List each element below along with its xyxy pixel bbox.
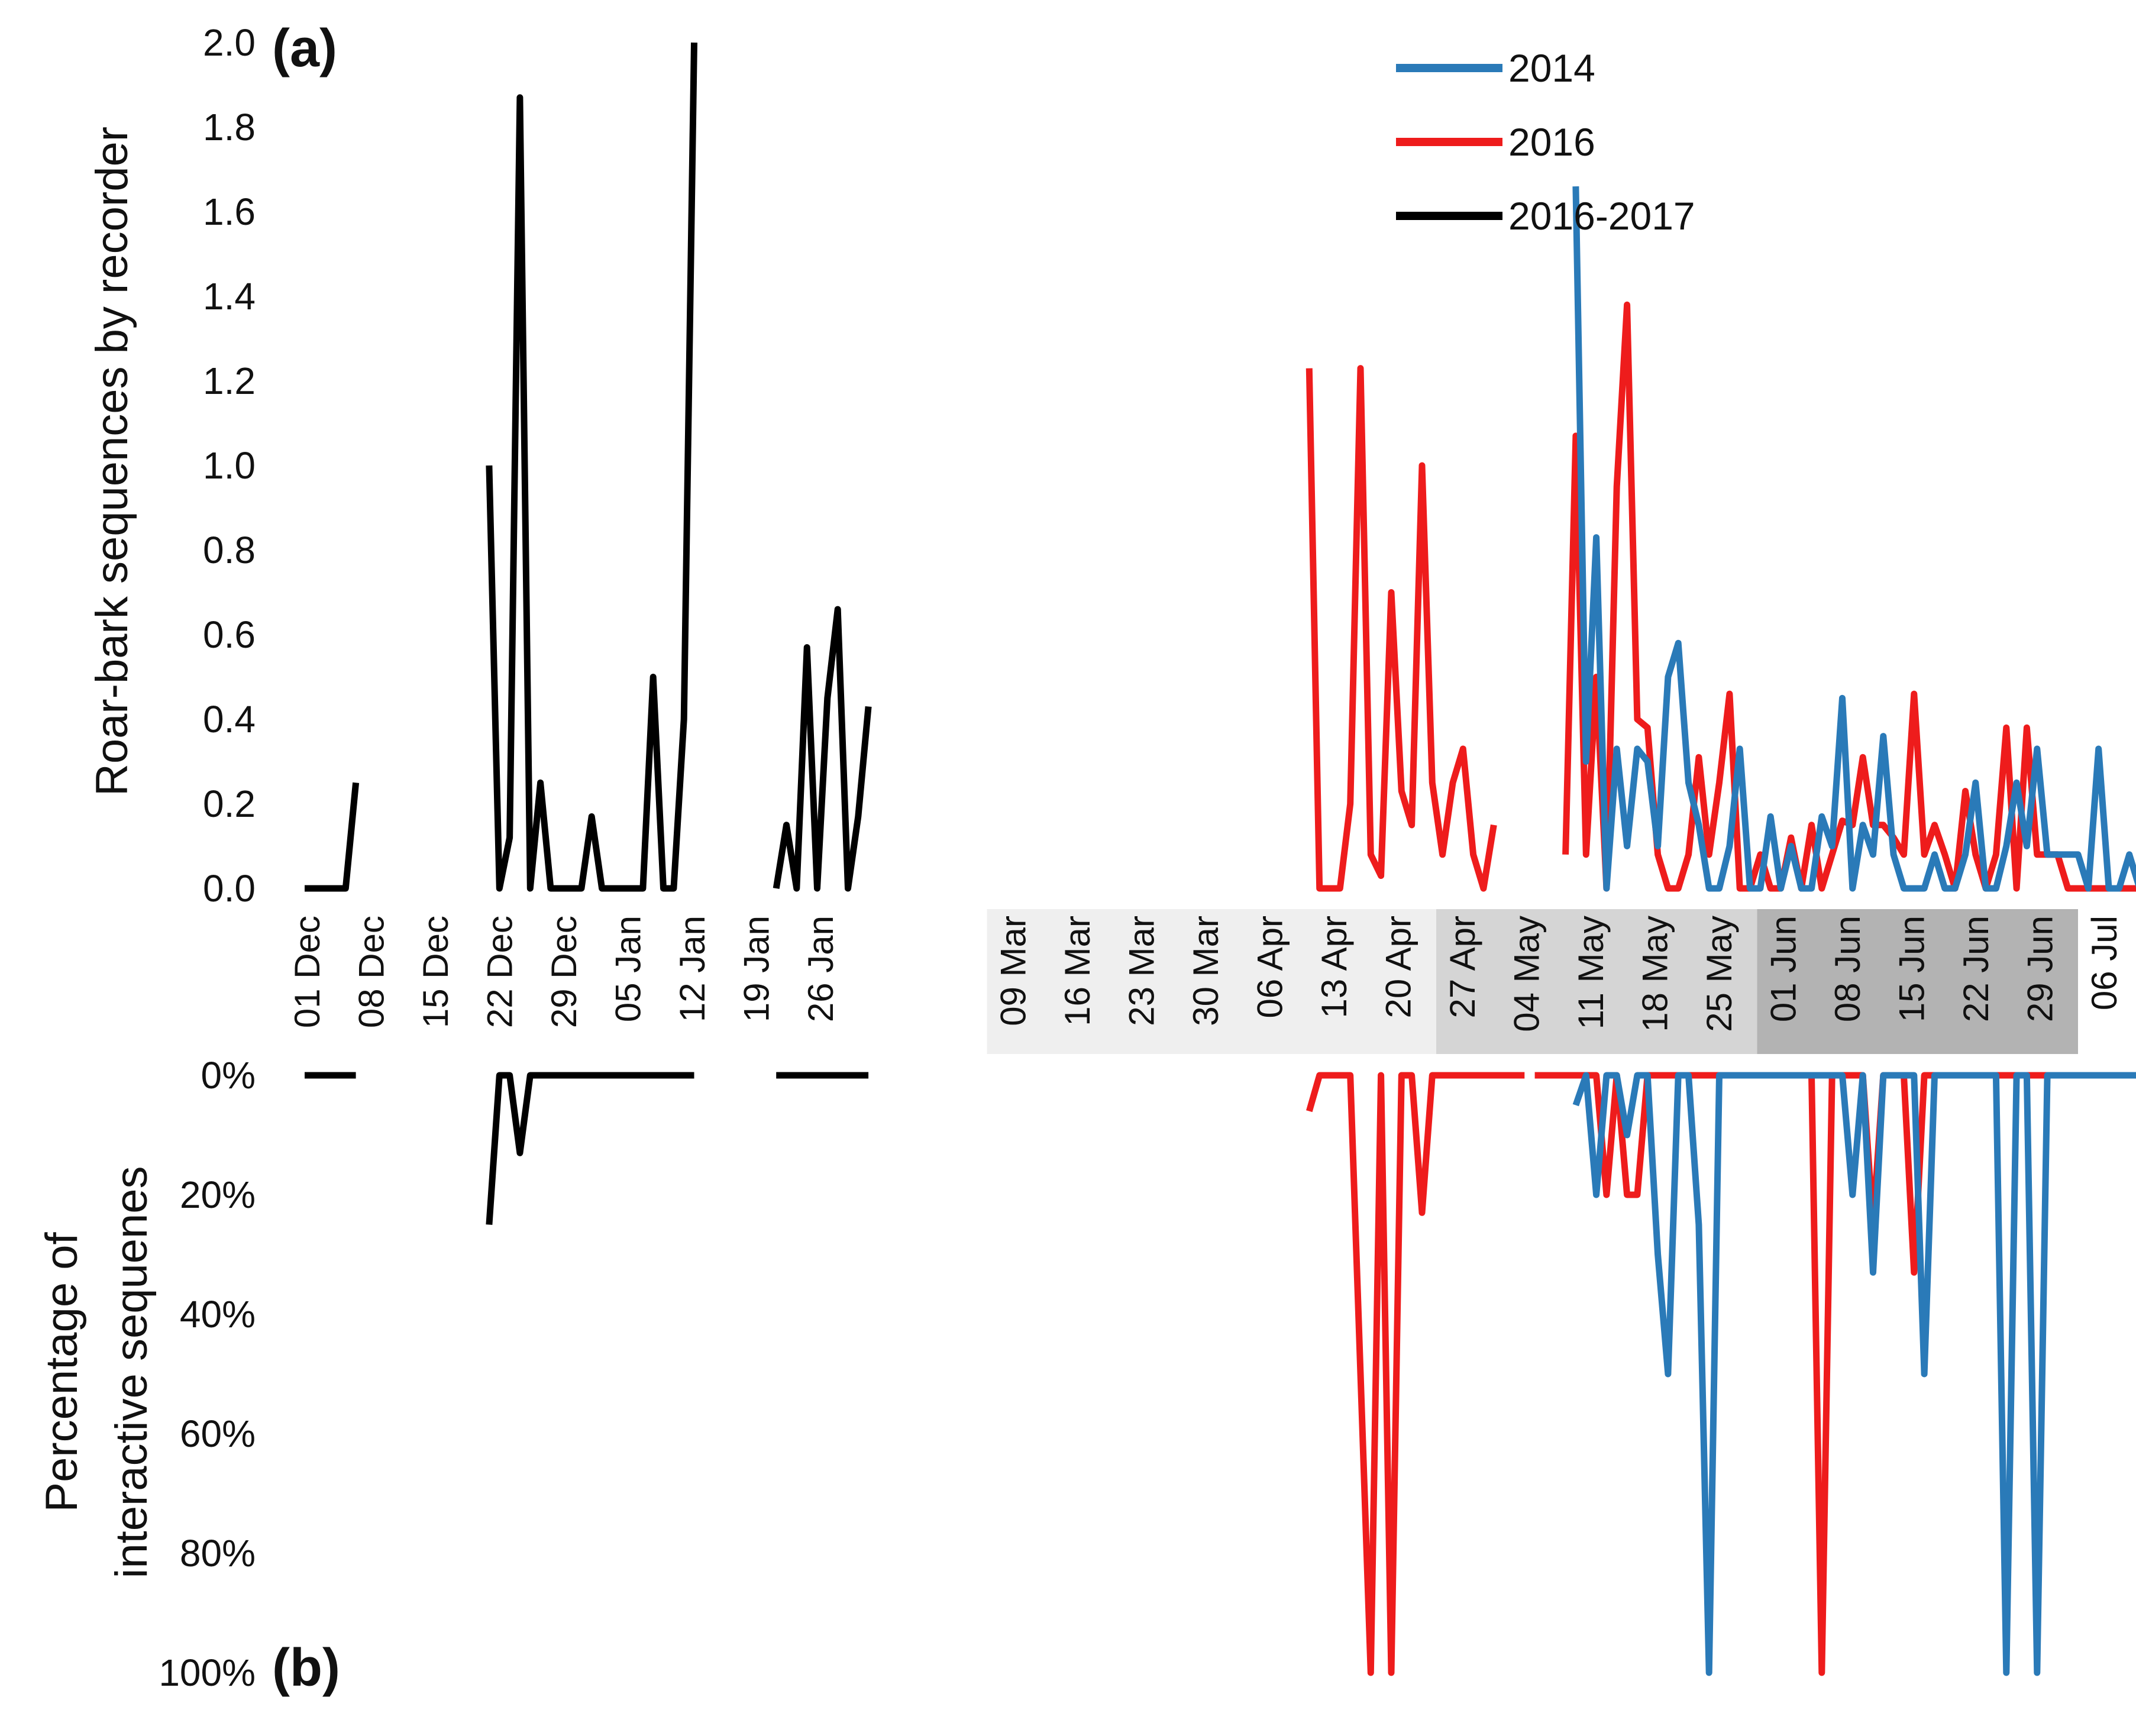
y-tick-b-100-: 100% — [159, 1651, 256, 1694]
x-tick-04-may: 04 May — [1507, 916, 1547, 1032]
season-band-3 — [1757, 909, 2078, 1054]
x-tick-01-dec: 01 Dec — [287, 916, 327, 1028]
legend-label-2016: 2016 — [1508, 120, 1595, 164]
a-series-2016-2017-segment-1 — [305, 782, 360, 892]
x-tick-16-mar: 16 Mar — [1058, 916, 1097, 1026]
y-tick-b-20-: 20% — [180, 1174, 256, 1216]
y-axis-label-a: Roar-bark sequences by recorder — [87, 127, 137, 796]
x-tick-06-jul: 06 Jul — [2085, 916, 2124, 1010]
a-series-2016-segment-1 — [1305, 365, 1497, 892]
x-tick-11-may: 11 May — [1571, 916, 1611, 1029]
series-lines-a — [305, 42, 2136, 892]
a-series-2016-segment-2 — [1562, 301, 2136, 892]
x-tick-22-jun: 22 Jun — [1956, 916, 1996, 1022]
y-tick-a-0-8: 0.8 — [203, 529, 256, 571]
y-tick-a-1-8: 1.8 — [203, 106, 256, 148]
x-tick-26-jan: 26 Jan — [801, 916, 841, 1022]
x-tick-23-mar: 23 Mar — [1122, 916, 1162, 1026]
y-tick-a-1-0: 1.0 — [203, 444, 256, 487]
y-tick-a-0-2: 0.2 — [203, 783, 256, 825]
x-tick-08-dec: 08 Dec — [352, 916, 392, 1028]
x-tick-13-apr: 13 Apr — [1314, 916, 1354, 1018]
x-tick-01-jun: 01 Jun — [1764, 916, 1804, 1022]
y-tick-b-0-: 0% — [201, 1054, 256, 1097]
x-tick-06-apr: 06 Apr — [1250, 916, 1290, 1018]
y-axis-label-b-line2: interactive sequenes — [106, 1166, 157, 1578]
x-tick-29-dec: 29 Dec — [544, 916, 584, 1028]
legend: 2014 2016 2016-2017 — [1396, 46, 1695, 238]
b-series-2014-segment-1 — [1572, 1072, 2136, 1676]
x-tick-19-jan: 19 Jan — [737, 916, 777, 1022]
y-tick-b-60-: 60% — [180, 1412, 256, 1455]
panel-b-label: (b) — [272, 1638, 340, 1698]
x-tick-labels: 01 Dec 08 Dec 15 Dec 22 Dec 29 Dec 05 Jan 12 J… — [287, 916, 2124, 1032]
y-tick-b-40-: 40% — [180, 1293, 256, 1336]
legend-label-2014: 2014 — [1508, 46, 1595, 90]
y-tick-labels-b: 0% 20% 40% 60% 80% 100% — [159, 1054, 256, 1694]
legend-label-2016-2017: 2016-2017 — [1508, 194, 1695, 238]
a-series-2016-2017-segment-3 — [773, 606, 872, 892]
a-series-2016-2017-segment-2 — [486, 42, 697, 892]
panel-a-label: (a) — [272, 19, 337, 78]
season-bands — [987, 909, 2078, 1054]
x-tick-08-jun: 08 Jun — [1828, 916, 1867, 1022]
x-tick-27-apr: 27 Apr — [1443, 916, 1482, 1018]
y-axis-label-b-line1: Percentage of — [37, 1232, 87, 1512]
x-tick-09-mar: 09 Mar — [994, 916, 1033, 1026]
b-series-2016-segment-1 — [1306, 1072, 1525, 1676]
y-tick-a-0-4: 0.4 — [203, 698, 256, 741]
y-tick-a-2-0: 2.0 — [203, 21, 256, 64]
y-tick-a-1-4: 1.4 — [203, 275, 256, 318]
x-tick-20-apr: 20 Apr — [1379, 916, 1418, 1018]
a-series-2014-segment-1 — [1572, 186, 2136, 892]
b-series-2016-2017-segment-2 — [486, 1072, 694, 1225]
y-tick-a-1-2: 1.2 — [203, 360, 256, 402]
season-band-1 — [987, 909, 1436, 1054]
x-tick-29-jun: 29 Jun — [2021, 916, 2060, 1022]
y-tick-b-80-: 80% — [180, 1532, 256, 1575]
x-tick-30-mar: 30 Mar — [1186, 916, 1226, 1026]
season-band-2 — [1436, 909, 1757, 1054]
x-tick-18-may: 18 May — [1636, 916, 1675, 1032]
x-tick-22-dec: 22 Dec — [480, 916, 520, 1028]
y-tick-a-0-0: 0.0 — [203, 867, 256, 910]
y-tick-labels-a: 0.0 0.2 0.4 0.6 0.8 1.0 1.2 1.4 1.6 1.8 2.0 — [203, 21, 256, 910]
x-tick-15-dec: 15 Dec — [416, 916, 455, 1028]
x-tick-05-jan: 05 Jan — [609, 916, 648, 1022]
y-tick-a-0-6: 0.6 — [203, 613, 256, 656]
x-tick-25-may: 25 May — [1699, 916, 1739, 1032]
x-tick-12-jan: 12 Jan — [673, 916, 712, 1022]
y-tick-a-1-6: 1.6 — [203, 190, 256, 233]
series-lines-b — [305, 1072, 2136, 1676]
x-tick-15-jun: 15 Jun — [1892, 916, 1932, 1022]
